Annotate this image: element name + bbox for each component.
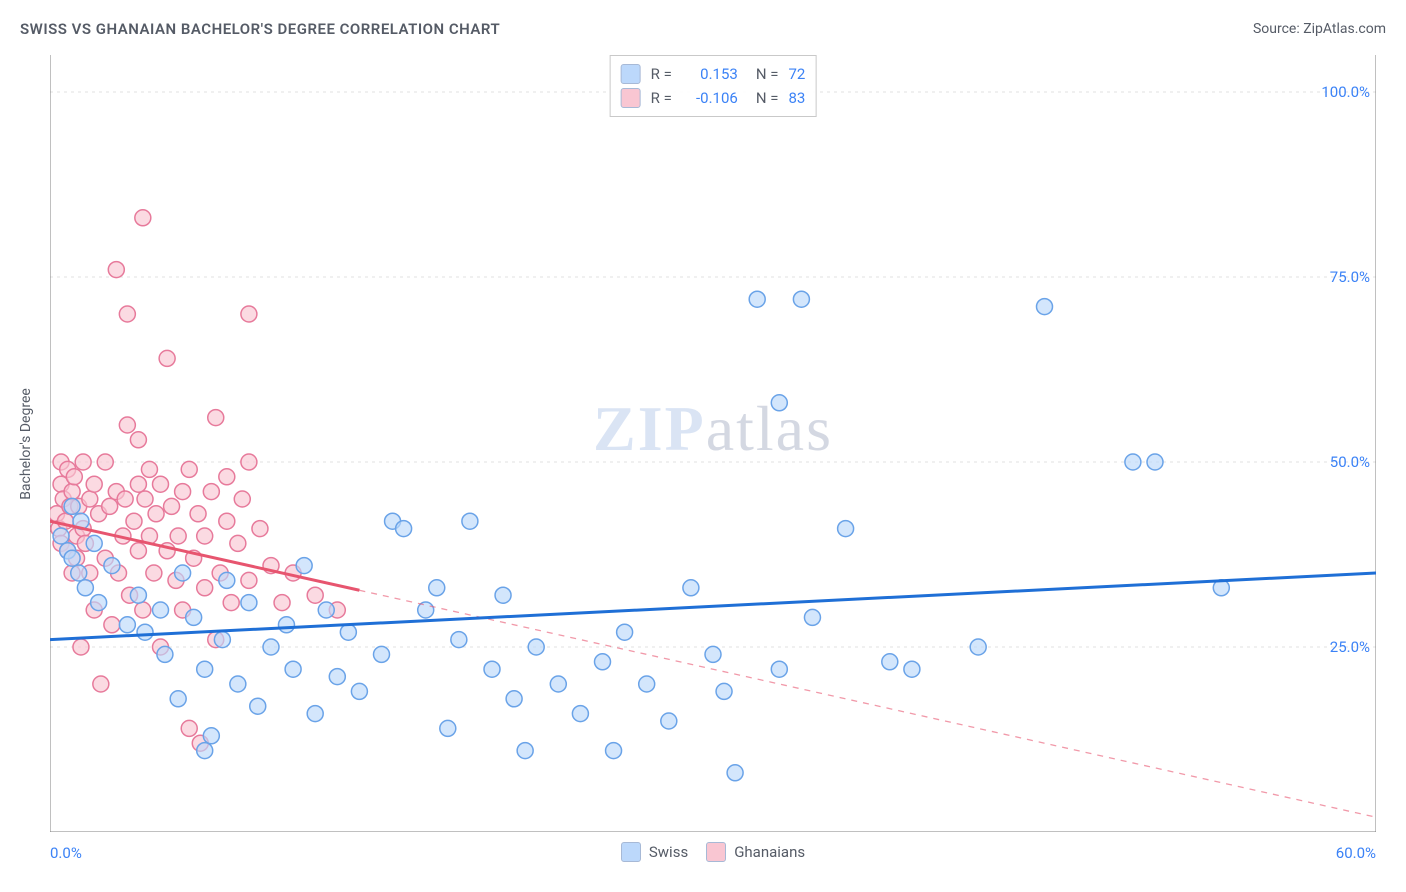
swatch-swiss [621, 842, 641, 862]
svg-text:50.0%: 50.0% [1330, 453, 1370, 471]
legend-item-swiss: Swiss [621, 842, 688, 862]
legend-label-swiss: Swiss [649, 843, 688, 861]
legend-item-ghanaian: Ghanaians [706, 842, 805, 862]
swiss-n-value: 72 [788, 62, 805, 86]
svg-text:100.0%: 100.0% [1321, 83, 1370, 101]
n-label: N = [756, 62, 779, 86]
stats-row-swiss: R = 0.153 N = 72 [621, 62, 806, 86]
r-label: R = [651, 86, 672, 110]
swiss-r-value: 0.153 [682, 62, 738, 86]
ghanaian-n-value: 83 [788, 86, 805, 110]
ghanaian-r-value: -0.106 [682, 86, 738, 110]
n-label: N = [756, 86, 779, 110]
stats-legend: R = 0.153 N = 72 R = -0.106 N = 83 [610, 55, 817, 117]
swatch-swiss [621, 64, 641, 84]
x-axis-max-label: 60.0% [1336, 844, 1376, 862]
x-axis-min-label: 0.0% [50, 844, 82, 862]
chart-title: SWISS VS GHANAIAN BACHELOR'S DEGREE CORR… [20, 20, 500, 38]
r-label: R = [651, 62, 672, 86]
legend-label-ghanaian: Ghanaians [734, 843, 805, 861]
bottom-legend: Swiss Ghanaians [50, 842, 1376, 862]
plot-area: Bachelor's Degree ZIPatlas 25.0%50.0%75.… [50, 55, 1376, 832]
swatch-ghanaian [621, 88, 641, 108]
scatter-chart: 25.0% 50.0% 75.0% 100.0% [50, 55, 1376, 832]
svg-text:75.0%: 75.0% [1330, 268, 1370, 286]
y-axis-label: Bachelor's Degree [18, 388, 34, 500]
swatch-ghanaian [706, 842, 726, 862]
source-label: Source: ZipAtlas.com [1253, 21, 1386, 37]
stats-row-ghanaian: R = -0.106 N = 83 [621, 86, 806, 110]
svg-text:25.0%: 25.0% [1330, 638, 1370, 656]
